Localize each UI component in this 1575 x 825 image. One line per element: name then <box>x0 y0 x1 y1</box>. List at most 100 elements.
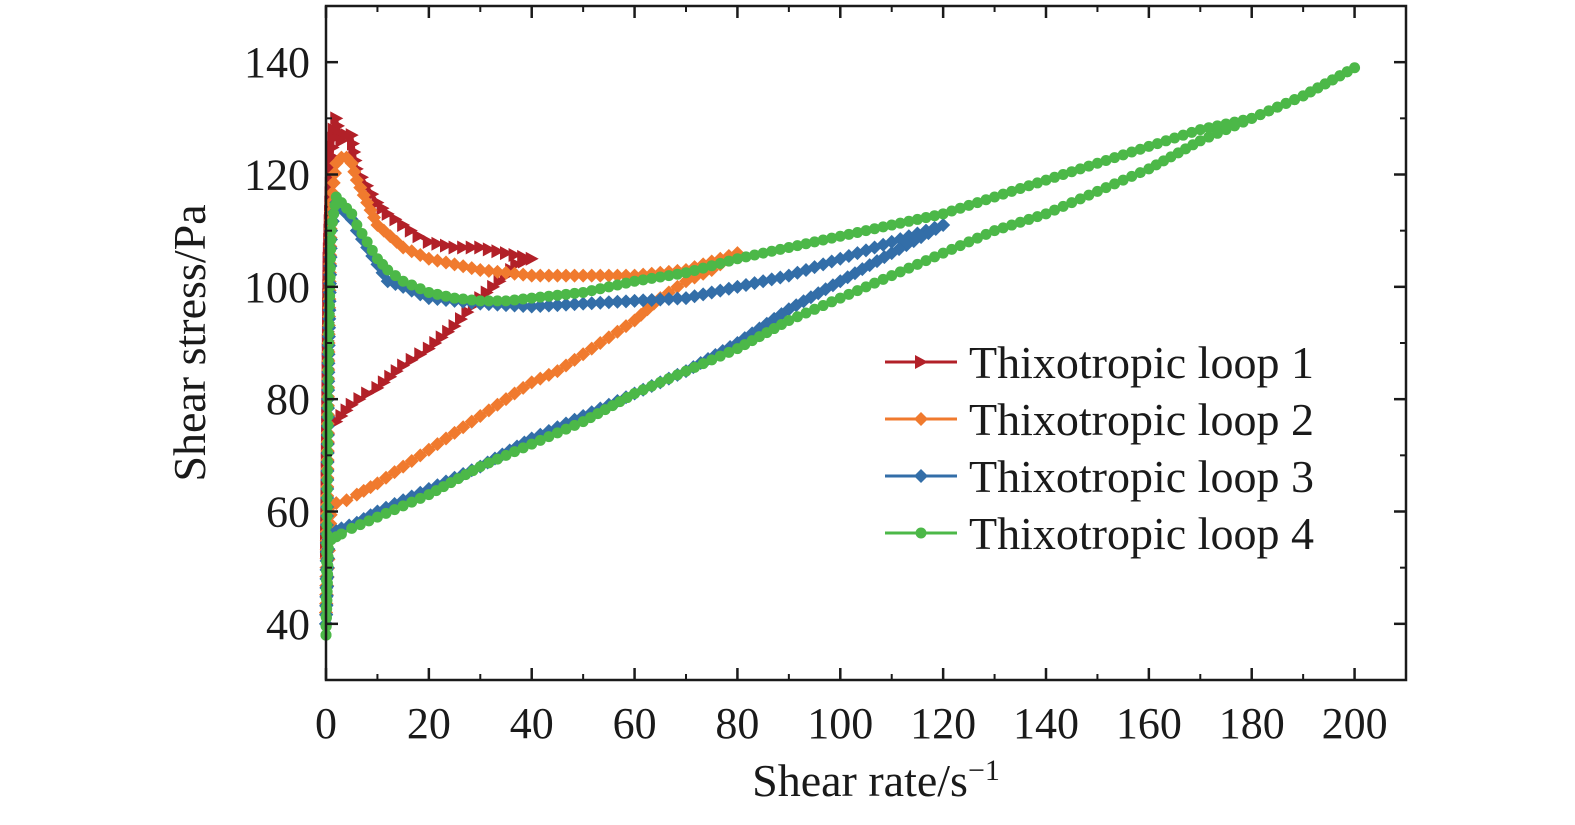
series-4-marker <box>1134 167 1146 179</box>
series-2-marker <box>550 268 565 283</box>
series-4-marker <box>671 268 683 280</box>
series-1-marker <box>397 358 411 373</box>
series-4-marker <box>1280 97 1292 109</box>
legend-swatch-marker <box>914 469 928 483</box>
series-4-marker <box>517 293 529 305</box>
series-2-marker <box>619 319 633 334</box>
series-3-marker <box>559 297 573 312</box>
series-4-marker <box>366 244 378 256</box>
series-4-marker <box>356 227 368 239</box>
series-3-marker <box>567 297 582 312</box>
series-4-marker <box>474 295 486 307</box>
series-2-marker <box>326 175 341 190</box>
y-tick-label: 120 <box>244 151 310 200</box>
series-4-marker <box>834 292 846 304</box>
series-1-marker <box>414 347 428 362</box>
series-3-marker <box>610 294 625 309</box>
series-4-marker <box>1023 180 1035 192</box>
series-4-marker <box>577 286 589 298</box>
series-4-marker <box>911 213 923 225</box>
series-4-marker <box>543 290 555 302</box>
series-2-marker <box>593 336 608 350</box>
legend-label: Thixotropic loop 2 <box>969 394 1314 445</box>
series-2-marker <box>396 459 411 474</box>
series-4-marker <box>354 519 366 531</box>
series-1-marker <box>442 324 456 339</box>
series-4-marker <box>1117 149 1129 161</box>
x-tick-label: 120 <box>910 699 976 748</box>
series-4-marker <box>809 303 821 315</box>
series-3-marker <box>824 254 839 269</box>
series-1-marker <box>435 330 449 345</box>
series-4-marker <box>1049 204 1061 216</box>
series-4-marker <box>1014 183 1026 195</box>
series-4-marker <box>457 293 469 305</box>
series-4-marker <box>1143 163 1155 175</box>
series-4-marker <box>1246 112 1258 124</box>
series-4-marker <box>1160 135 1172 147</box>
series-4-marker <box>1083 189 1095 201</box>
series-4-marker <box>1211 127 1223 139</box>
series-4-marker <box>894 266 906 278</box>
series-4-marker <box>1194 124 1206 136</box>
series-4-marker <box>371 511 383 523</box>
series-4-marker <box>1186 126 1198 138</box>
series-4-marker <box>646 272 658 284</box>
series-3-marker <box>584 296 599 311</box>
series-4-marker <box>731 343 743 355</box>
series-4-marker <box>491 453 503 465</box>
series-4-marker <box>346 208 358 220</box>
series-4-marker <box>406 279 418 291</box>
series-2-marker <box>533 268 548 283</box>
series-4-marker <box>466 294 478 306</box>
series-4-marker <box>946 243 958 255</box>
legend-swatch-marker <box>915 355 928 369</box>
series-4-marker <box>1091 185 1103 197</box>
series-4-marker <box>877 221 889 233</box>
series-4-marker <box>1126 146 1138 158</box>
series-4-marker <box>321 577 333 589</box>
series-1-marker <box>422 234 436 249</box>
series-1-marker <box>465 240 479 255</box>
series-3-marker <box>644 292 659 307</box>
legend-item-4: Thixotropic loop 4 <box>885 508 1314 559</box>
series-4-marker <box>491 295 503 307</box>
series-4-marker <box>543 431 555 443</box>
series-4-marker <box>500 295 512 307</box>
series-2-marker <box>559 268 573 283</box>
series-4-marker <box>723 346 735 358</box>
series-2-marker <box>516 380 531 395</box>
series-4-marker <box>1014 216 1026 228</box>
series-4-marker <box>1297 90 1309 102</box>
series-4-marker <box>321 474 333 486</box>
series-3-marker <box>601 295 616 310</box>
legend-item-3: Thixotropic loop 3 <box>885 451 1314 502</box>
series-4-marker <box>654 271 666 283</box>
series-4-marker <box>509 446 521 458</box>
series-1-marker <box>487 279 501 294</box>
series-4-marker <box>1109 178 1121 190</box>
series-4-marker <box>1100 182 1112 194</box>
y-tick-label: 80 <box>266 375 310 424</box>
series-2-marker <box>507 386 522 401</box>
series-4-marker <box>920 255 932 267</box>
series-1-marker <box>457 240 471 255</box>
x-tick-label: 200 <box>1322 699 1388 748</box>
series-4-marker <box>594 283 606 295</box>
series-4-marker <box>351 219 363 231</box>
series-4-marker <box>414 492 426 504</box>
series-2-marker <box>601 330 616 345</box>
series-4-marker <box>740 251 752 263</box>
series-1-marker <box>429 336 443 350</box>
series-1-marker <box>525 251 539 266</box>
series-1-marker <box>361 386 375 401</box>
series-4-marker <box>800 307 812 319</box>
series-1-marker <box>371 380 385 395</box>
series-2-marker <box>516 267 531 282</box>
series-4-marker <box>723 255 735 267</box>
series-4-marker <box>911 258 923 270</box>
series-4-marker <box>629 275 641 287</box>
series-4-marker <box>1203 122 1215 134</box>
series-4-marker <box>363 515 375 527</box>
series-4-marker <box>1006 185 1018 197</box>
